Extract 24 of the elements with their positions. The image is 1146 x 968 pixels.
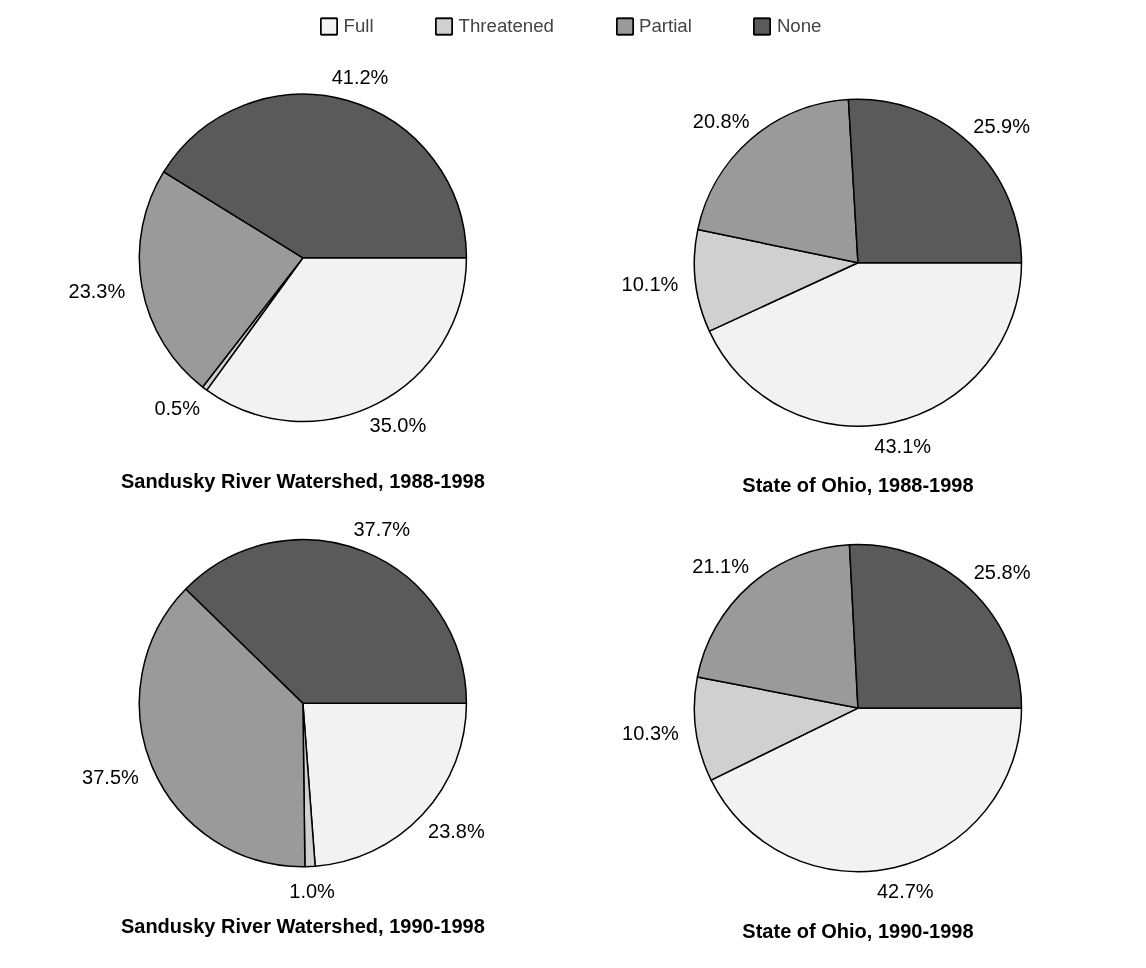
data-label: 1.0% [289, 879, 336, 902]
text: State of Ohio, 1988-1998 [742, 474, 974, 497]
legend-label: None [776, 15, 822, 37]
data-label: 23.8% [428, 819, 485, 842]
data-label: 10.1% [621, 273, 679, 295]
data-label: 43.1% [874, 435, 932, 458]
data-label: 25.9% [973, 115, 1031, 138]
data-label: 0.5% [154, 397, 201, 419]
data-label: 41.2% [331, 66, 389, 89]
legend-label: Threatened [458, 15, 554, 37]
data-label: 20.8% [692, 109, 750, 132]
data-label: 23.3% [68, 280, 126, 303]
legend-label: Full [343, 15, 374, 37]
data-label: 37.5% [82, 766, 140, 789]
data-label: 10.3% [622, 721, 679, 744]
text: State of Ohio, 1990-1998 [742, 919, 974, 942]
text: Sandusky River Watershed, 1988-1998 [120, 469, 485, 492]
data-label: 37.7% [353, 518, 411, 541]
data-label: 25.8% [973, 560, 1031, 583]
data-label: 35.0% [369, 414, 427, 437]
data-label: 21.1% [692, 555, 750, 578]
legend-label: Partial [639, 15, 692, 37]
text: Sandusky River Watershed, 1990-1998 [120, 914, 485, 937]
data-label: 42.7% [876, 880, 934, 903]
